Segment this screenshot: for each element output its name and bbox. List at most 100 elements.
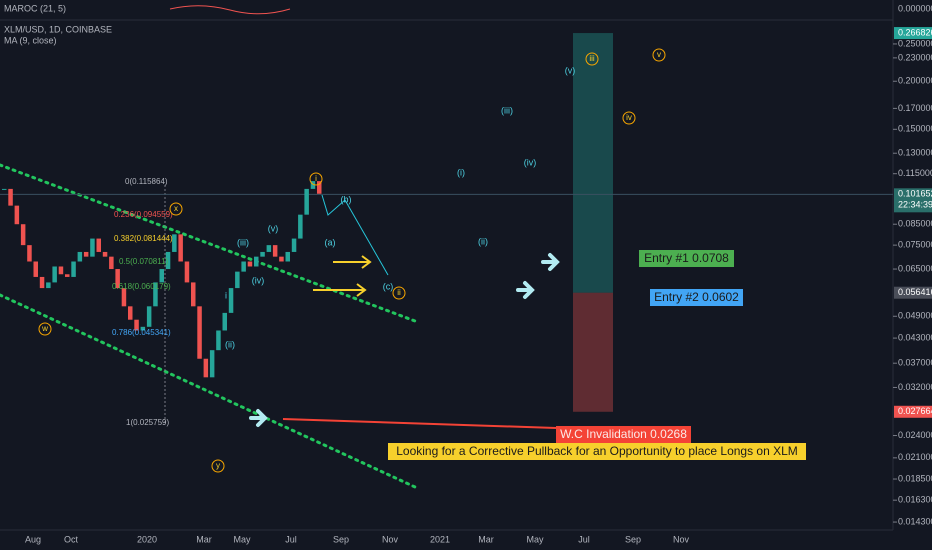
projection-path [321, 194, 389, 276]
y-tick-label: 0.032000 [898, 382, 932, 392]
indicator-line [169, 5, 291, 15]
candle [235, 271, 240, 289]
major-wave-label: ii [397, 288, 401, 297]
y-tick-label: 0.043000 [898, 332, 932, 342]
x-tick-label: Nov [673, 534, 690, 544]
fib-label: 0.786(0.045341) [112, 328, 171, 337]
minor-wave-label: (iv) [252, 275, 265, 285]
wave-circle [622, 111, 636, 125]
candle [121, 288, 127, 307]
y-tick-label: 0.250000 [898, 38, 932, 48]
invalidation-line [282, 418, 557, 429]
candle [209, 350, 215, 378]
candle [90, 238, 95, 257]
candle [279, 256, 284, 262]
fib-label: 0(0.115864) [125, 177, 168, 186]
major-wave-label: i [315, 174, 317, 183]
loss-zone [573, 292, 613, 412]
wave-circle [652, 48, 666, 62]
candle [46, 282, 51, 289]
candle [159, 269, 164, 283]
y-tick-label: 0.037000 [898, 358, 932, 368]
x-tick-label: Mar [196, 534, 212, 544]
x-tick-label: May [526, 534, 544, 544]
x-tick-label: Mar [478, 534, 494, 544]
major-wave-label: iii [589, 54, 595, 63]
candle [14, 205, 20, 225]
major-wave-label: iv [626, 113, 632, 122]
profit-zone [573, 33, 613, 293]
y-tick-label: 0.115000 [898, 168, 932, 178]
candle [310, 181, 316, 189]
candle [58, 266, 64, 275]
candle [146, 306, 152, 327]
major-wave-label: x [174, 204, 178, 213]
y-tick-label: 0.049000 [898, 311, 932, 321]
candle [304, 188, 309, 215]
note-label: Looking for a Corrective Pullback for an… [396, 444, 798, 458]
candle [134, 319, 139, 331]
note-box [388, 443, 806, 460]
y-tick-label: 0.130000 [898, 148, 932, 158]
candle [140, 326, 146, 331]
ma-label: MA (9, close) [4, 35, 57, 45]
major-wave-label: w [41, 324, 48, 333]
candle [247, 261, 253, 267]
wave-circle [392, 286, 406, 300]
x-tick-label: 2021 [430, 534, 450, 544]
candle [39, 276, 45, 289]
x-tick-label: Jul [285, 534, 297, 544]
entry2-box [650, 289, 743, 306]
candle [2, 188, 7, 190]
price-badge-label: 0.101652 [898, 189, 932, 199]
candle [71, 261, 76, 277]
x-tick-label: May [233, 534, 251, 544]
y-tick-label: 0.024000 [898, 430, 932, 440]
candle [83, 251, 89, 257]
cyan-arrows [249, 253, 560, 427]
candle [285, 251, 290, 262]
candle [228, 288, 234, 313]
candle [52, 266, 57, 283]
y-tick-label: 0.075000 [898, 240, 932, 250]
candle [254, 256, 259, 267]
minor-wave-label: (iv) [524, 157, 537, 167]
y-tick-label: 0.170000 [898, 103, 932, 113]
price-badge [894, 286, 932, 299]
candle [77, 251, 83, 262]
y-tick-label: 0.018500 [898, 473, 932, 483]
candle [172, 234, 177, 252]
minor-wave-label: (iii) [501, 105, 513, 115]
candle [109, 256, 114, 270]
y-tick-label: 0.016300 [898, 495, 932, 505]
x-tick-label: Nov [382, 534, 399, 544]
candle [165, 251, 171, 270]
minor-wave-label: (v) [565, 65, 576, 75]
price-badge-label: 0.266826 [898, 27, 932, 37]
price-badge [894, 188, 932, 213]
candle [222, 312, 227, 331]
indicator-label: MAROC (21, 5) [4, 3, 66, 13]
y-tick-label: 0.230000 [898, 52, 932, 62]
fib-label: 0.382(0.081444) [114, 234, 173, 243]
candle [272, 245, 278, 257]
fib-label: 1(0.025759) [126, 418, 169, 427]
candle [115, 269, 120, 289]
y-tick-label: 0.150000 [898, 124, 932, 134]
price-badge [894, 405, 932, 418]
wave-circle [169, 202, 183, 216]
x-tick-label: Sep [333, 534, 349, 544]
candle [178, 234, 183, 262]
wave-circle [211, 459, 225, 473]
invalidation-box [556, 426, 691, 443]
candle [197, 306, 202, 359]
candle [20, 224, 26, 246]
minor-wave-label: (v) [268, 223, 279, 233]
minor-wave-label: i [225, 290, 227, 300]
invalidation-label: W.C Invalidation 0.0268 [560, 427, 687, 441]
candle [96, 238, 101, 252]
y-tick-label: 0.021000 [898, 452, 932, 462]
candle [27, 245, 32, 262]
candle [184, 261, 190, 283]
